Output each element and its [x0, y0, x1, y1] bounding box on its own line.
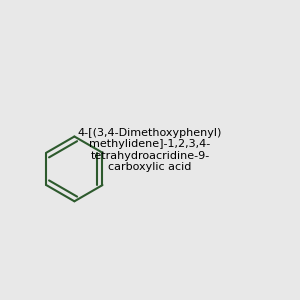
Text: 4-[(3,4-Dimethoxyphenyl)
methylidene]-1,2,3,4-
tetrahydroacridine-9-
carboxylic : 4-[(3,4-Dimethoxyphenyl) methylidene]-1,…	[78, 128, 222, 172]
